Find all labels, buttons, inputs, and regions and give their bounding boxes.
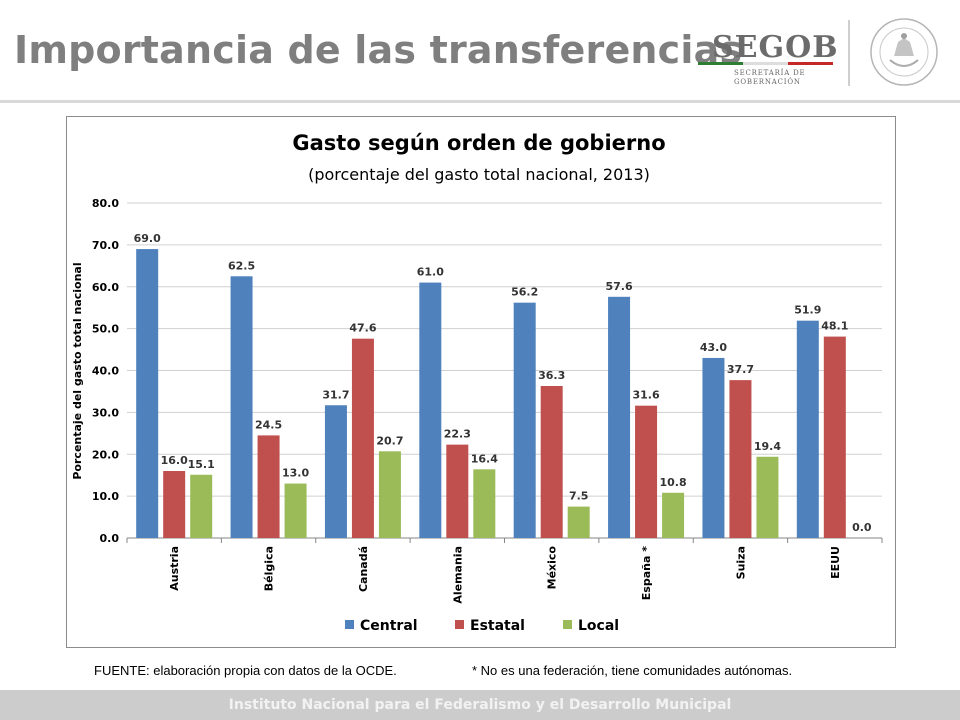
gridlines: [126, 202, 883, 543]
bar-estatal: [540, 385, 563, 538]
bar-estatal: [446, 444, 469, 538]
data-label: 51.9: [794, 304, 821, 317]
data-label: 57.6: [605, 280, 632, 293]
bar-estatal: [257, 435, 280, 538]
data-label: 22.3: [444, 428, 471, 441]
bar-estatal: [823, 336, 846, 538]
bar-central: [324, 405, 347, 538]
y-tick-label: 30.0: [92, 406, 119, 419]
y-tick-label: 0.0: [100, 532, 120, 545]
data-label: 13.0: [282, 467, 309, 480]
bar-estatal: [729, 380, 752, 538]
legend-label: Local: [578, 618, 619, 634]
x-tick-label: Canadá: [357, 546, 370, 592]
x-tick-label: Bélgica: [263, 546, 276, 591]
bar-central: [230, 276, 253, 538]
bar-local: [756, 456, 779, 538]
segob-wordmark: SEGOB: [712, 30, 839, 65]
data-label: 0.0: [852, 521, 872, 534]
data-label: 61.0: [417, 266, 444, 279]
header-rule: [0, 100, 960, 103]
x-tick-label: EEUU: [829, 546, 842, 579]
legend-swatch-local: [563, 620, 572, 629]
data-label: 24.5: [255, 418, 282, 431]
x-tick-label: Austria: [168, 546, 181, 591]
y-tick-label: 50.0: [92, 323, 119, 336]
flag-stripes: [698, 62, 833, 65]
bar-central: [796, 320, 819, 538]
bar-local: [567, 506, 590, 538]
bar-central: [702, 357, 725, 538]
y-tick-label: 80.0: [92, 197, 119, 210]
chart-subtitle: (porcentaje del gasto total nacional, 20…: [308, 165, 650, 184]
y-tick-label: 20.0: [92, 448, 119, 461]
bar-central: [608, 296, 631, 538]
bar-local: [378, 451, 401, 538]
x-tick-label: Alemania: [451, 546, 464, 604]
chart-title: Gasto según orden de gobierno: [292, 131, 665, 155]
logo-divider: [848, 20, 850, 86]
mexico-seal-icon: [870, 18, 938, 86]
data-label: 15.1: [188, 458, 215, 471]
data-label: 62.5: [228, 259, 255, 272]
y-tick-label: 40.0: [92, 365, 119, 378]
bar-central: [419, 282, 442, 538]
asterisk-footnote: * No es una federación, tiene comunidade…: [472, 663, 793, 678]
data-label: 19.4: [754, 440, 781, 453]
x-tick-label: Suiza: [734, 546, 747, 579]
bar-central: [136, 249, 159, 538]
institute-name: Instituto Nacional para el Federalismo y…: [228, 697, 732, 713]
bar-central: [513, 302, 536, 538]
data-label: 43.0: [700, 341, 727, 354]
bars: 69.0 16.0 15.1 62.5 24.5 13.0 31.7 47.6 20.7 61.0…: [134, 232, 872, 538]
bar-estatal: [351, 338, 374, 538]
data-label: 20.7: [376, 434, 403, 447]
segob-logo: SEGOB SECRETARÍA DE GOBERNACIÓN: [690, 14, 950, 94]
chart-frame: Gasto según orden de gobierno (porcentaj…: [66, 116, 896, 648]
y-tick-labels: 0.0 10.0 20.0 30.0 40.0 50.0 60.0 70.0 80.0: [92, 197, 119, 545]
bar-estatal: [163, 471, 186, 538]
bar-local: [473, 469, 496, 538]
data-label: 47.6: [349, 322, 376, 335]
data-label: 10.8: [659, 476, 686, 489]
bar-local: [190, 474, 213, 538]
slide-title: Importancia de las transferencias: [14, 28, 743, 72]
source-footnote: FUENTE: elaboración propia con datos de …: [94, 663, 397, 678]
bar-chart: Gasto según orden de gobierno (porcentaj…: [71, 131, 883, 634]
data-label: 7.5: [569, 490, 589, 503]
y-tick-label: 60.0: [92, 281, 119, 294]
segob-subtitle-1: SECRETARÍA DE: [734, 69, 806, 77]
legend-label: Central: [360, 618, 418, 634]
legend-swatch-central: [345, 620, 354, 629]
data-label: 37.7: [727, 363, 754, 376]
legend: Central Estatal Local: [345, 618, 619, 634]
x-tick-label: España *: [640, 546, 653, 600]
data-label: 31.7: [322, 388, 349, 401]
data-label: 48.1: [821, 320, 848, 333]
bar-estatal: [635, 405, 658, 538]
bar-local: [662, 492, 685, 538]
data-label: 56.2: [511, 286, 538, 299]
footer-bar: Instituto Nacional para el Federalismo y…: [0, 690, 960, 720]
y-tick-label: 70.0: [92, 239, 119, 252]
x-tick-label: México: [546, 546, 559, 590]
segob-subtitle-2: GOBERNACIÓN: [734, 78, 801, 86]
data-label: 16.0: [161, 454, 188, 467]
x-tick-labels: Austria Bélgica Canadá Alemania México España…: [168, 546, 842, 604]
y-tick-label: 10.0: [92, 490, 119, 503]
data-label: 36.3: [538, 369, 565, 382]
data-label: 31.6: [632, 389, 659, 402]
data-label: 16.4: [471, 452, 498, 465]
bar-local: [284, 483, 307, 538]
legend-label: Estatal: [470, 618, 525, 634]
data-label: 69.0: [134, 232, 161, 245]
y-axis-label: Porcentaje del gasto total nacional: [71, 262, 84, 479]
legend-swatch-estatal: [455, 620, 464, 629]
